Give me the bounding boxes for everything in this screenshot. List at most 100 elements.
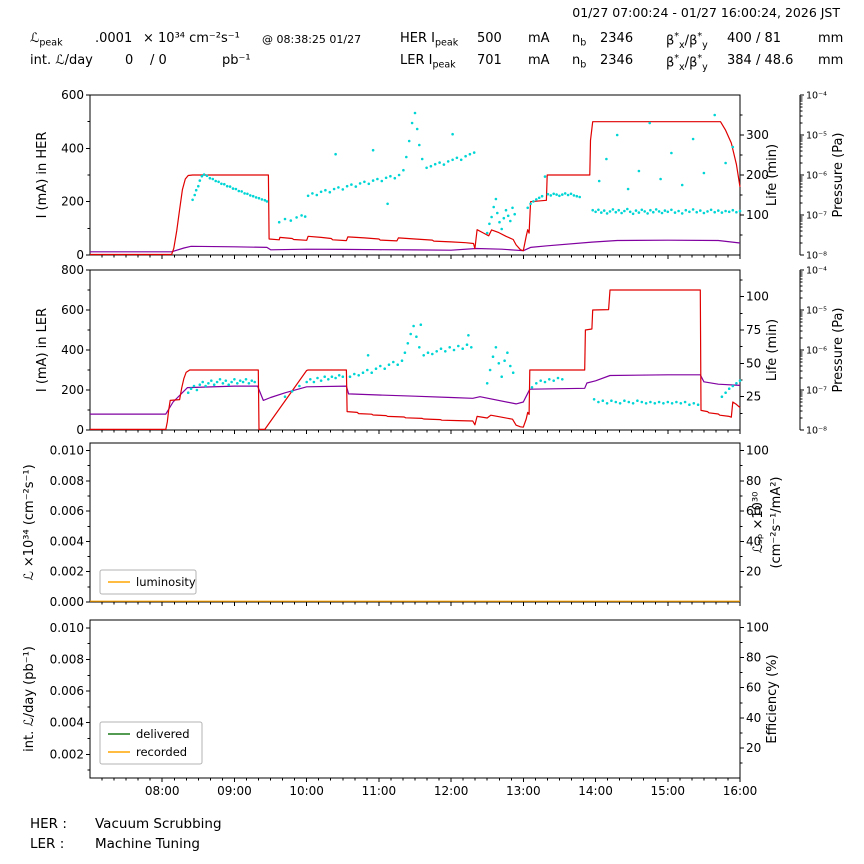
beta-x: x bbox=[679, 39, 685, 51]
data-point bbox=[220, 182, 223, 186]
data-point bbox=[591, 208, 594, 212]
data-point bbox=[566, 193, 570, 197]
data-point bbox=[212, 383, 216, 387]
data-point bbox=[397, 173, 401, 177]
data-point bbox=[488, 222, 491, 226]
x-tick-label: 10:00 bbox=[289, 784, 324, 798]
ler-current-line bbox=[90, 289, 741, 430]
time-range-title: 01/27 07:00:24 - 01/27 16:00:24, 2026 JS… bbox=[572, 5, 840, 20]
data-point bbox=[666, 400, 670, 404]
data-point bbox=[253, 380, 256, 384]
x-tick-label: 12:00 bbox=[434, 784, 469, 798]
data-point bbox=[225, 184, 229, 188]
right-axis-title: Life (min) bbox=[765, 144, 780, 206]
data-point bbox=[442, 163, 446, 166]
data-point bbox=[290, 390, 294, 393]
data-point bbox=[491, 355, 495, 359]
beta-b2: β bbox=[689, 33, 698, 49]
data-point bbox=[311, 192, 314, 195]
right-tick-label: 100 bbox=[746, 290, 769, 304]
data-point bbox=[731, 145, 735, 149]
data-point bbox=[494, 197, 498, 201]
lum-peak-unit: × 10³⁴ cm⁻²s⁻¹ bbox=[143, 31, 240, 46]
data-point bbox=[200, 174, 204, 178]
data-point bbox=[319, 379, 323, 383]
lum-peak-value: .0001 bbox=[95, 31, 133, 46]
data-point bbox=[303, 215, 307, 218]
pressure-tick-label: 10⁻⁵ bbox=[806, 306, 827, 317]
data-point bbox=[334, 152, 337, 156]
data-point bbox=[532, 200, 535, 203]
data-point bbox=[605, 402, 609, 405]
data-point bbox=[494, 346, 498, 349]
y-tick-label: 0.004 bbox=[50, 716, 84, 730]
data-point bbox=[735, 210, 738, 214]
data-point bbox=[503, 359, 506, 363]
data-point bbox=[552, 192, 555, 196]
y-tick-label: 0.010 bbox=[50, 621, 84, 635]
x-tick-label: 15:00 bbox=[650, 784, 685, 798]
data-point bbox=[597, 400, 600, 404]
pressure-tick-label: 10⁻⁸ bbox=[806, 251, 827, 262]
her-status-value: Vacuum Scrubbing bbox=[95, 816, 222, 832]
her-current-line bbox=[90, 121, 741, 256]
data-point bbox=[439, 347, 443, 351]
data-point bbox=[680, 183, 684, 187]
data-point bbox=[412, 324, 415, 328]
right-tick-label: 200 bbox=[746, 168, 769, 182]
data-point bbox=[457, 344, 460, 348]
data-point bbox=[341, 188, 345, 191]
y-tick-label: 0.006 bbox=[50, 684, 84, 698]
pressure-tick-label: 10⁻⁷ bbox=[806, 211, 827, 222]
y-tick-label: 0 bbox=[76, 423, 84, 437]
data-point bbox=[265, 200, 269, 203]
data-point bbox=[367, 182, 371, 186]
her-label-sub: peak bbox=[435, 37, 459, 49]
data-point bbox=[254, 196, 258, 199]
data-point bbox=[455, 156, 459, 160]
pressure-tick-label: 10⁻⁴ bbox=[806, 266, 827, 277]
data-point bbox=[643, 210, 646, 213]
data-point bbox=[240, 190, 243, 193]
data-point bbox=[236, 382, 239, 385]
data-point bbox=[490, 215, 493, 219]
data-point bbox=[555, 193, 558, 196]
y-tick-label: 0.008 bbox=[50, 474, 84, 488]
data-point bbox=[247, 382, 251, 385]
data-point bbox=[670, 151, 673, 155]
data-point bbox=[465, 343, 469, 347]
data-point bbox=[194, 188, 198, 192]
data-point bbox=[295, 216, 298, 219]
data-point bbox=[277, 220, 281, 224]
her-pressure-line bbox=[90, 239, 741, 253]
data-point bbox=[241, 380, 245, 384]
data-point bbox=[328, 190, 332, 194]
data-point bbox=[691, 137, 695, 141]
data-point bbox=[648, 121, 651, 125]
data-point bbox=[649, 208, 652, 212]
data-point bbox=[186, 391, 190, 395]
data-point bbox=[337, 374, 341, 377]
data-point bbox=[452, 348, 456, 352]
data-point bbox=[468, 152, 472, 156]
data-point bbox=[448, 346, 452, 349]
pressure-tick-label: 10⁻⁷ bbox=[806, 386, 827, 397]
data-point bbox=[374, 367, 378, 371]
her-beta-label: β*x/β*y bbox=[666, 31, 708, 51]
data-point bbox=[459, 158, 463, 162]
panel-her: 0 200 400 600 I (mA) in HER 100 200 300 Life (mi… bbox=[35, 88, 846, 262]
data-point bbox=[403, 351, 407, 355]
data-point bbox=[558, 194, 561, 198]
ler-life-points bbox=[186, 323, 742, 407]
data-point bbox=[238, 379, 242, 383]
right-tick-label: 100 bbox=[746, 208, 769, 222]
x-tick-label: 09:00 bbox=[217, 784, 252, 798]
data-point bbox=[626, 207, 629, 211]
data-point bbox=[357, 374, 361, 377]
data-point bbox=[283, 395, 287, 399]
data-point bbox=[657, 400, 661, 404]
legend-label: recorded bbox=[136, 745, 187, 759]
data-point bbox=[422, 354, 426, 357]
right-axis-title: (cm⁻²s⁻¹/mA²) bbox=[769, 476, 784, 568]
